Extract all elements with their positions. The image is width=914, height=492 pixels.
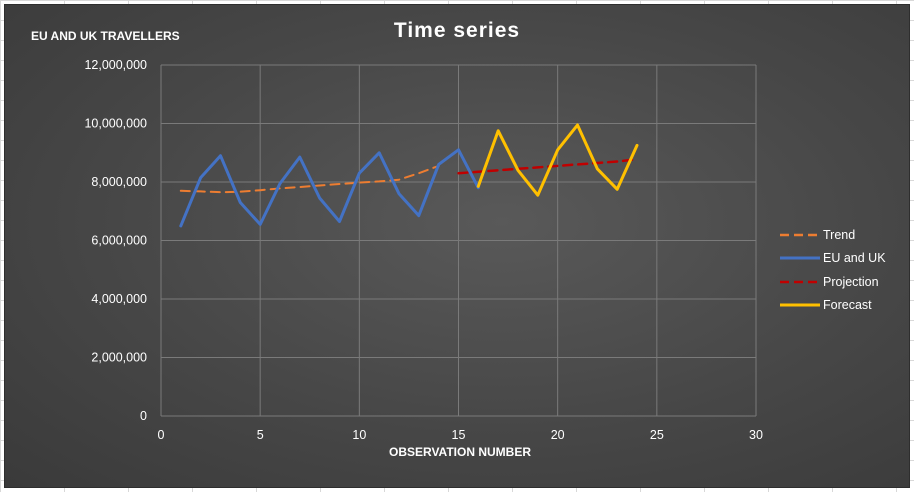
legend-label: Trend [823, 227, 856, 242]
legend-swatch [780, 280, 820, 283]
x-tick-label: 10 [352, 428, 366, 442]
trend-series-line [179, 164, 440, 194]
y-tick-label: 12,000,000 [84, 58, 147, 72]
eu-and-uk-series-line [179, 148, 480, 228]
chart-area[interactable]: Time series EU AND UK TRAVELLERS OBSERVA… [4, 4, 910, 488]
y-axis-title: EU AND UK TRAVELLERS [31, 29, 180, 43]
x-axis-title: OBSERVATION NUMBER [388, 445, 531, 459]
x-tick-label: 25 [650, 428, 664, 442]
y-tick-label: 0 [140, 409, 147, 423]
y-tick-label: 6,000,000 [91, 234, 147, 248]
legend-swatch [780, 233, 820, 236]
y-tick-label: 8,000,000 [91, 175, 147, 189]
legend-swatch [780, 303, 820, 307]
legend-label: EU and UK [823, 251, 886, 266]
legend-item: Trend [778, 223, 886, 247]
x-tick-label: 30 [749, 428, 763, 442]
legend: Trend EU and UK Projection Forecast [778, 223, 886, 317]
chart-title: Time series [393, 19, 521, 42]
y-tick-label: 10,000,000 [84, 117, 147, 131]
legend-label: Forecast [823, 298, 872, 313]
legend-label: Projection [823, 274, 879, 289]
legend-swatch [780, 256, 820, 260]
x-tick-label: 15 [452, 428, 466, 442]
x-tick-label: 20 [551, 428, 565, 442]
forecast-series-line [476, 123, 639, 197]
legend-item: EU and UK [778, 247, 886, 271]
y-tick-label: 2,000,000 [91, 351, 147, 365]
plot-area: 0 2,000,000 4,000,000 6,000,000 8,000,000 10,… [84, 58, 763, 442]
x-tick-label: 5 [257, 428, 264, 442]
legend-item: Projection [778, 270, 886, 294]
x-tick-label: 0 [158, 428, 165, 442]
projection-series-line [457, 157, 639, 175]
legend-item: Forecast [778, 294, 886, 318]
y-tick-label: 4,000,000 [91, 292, 147, 306]
